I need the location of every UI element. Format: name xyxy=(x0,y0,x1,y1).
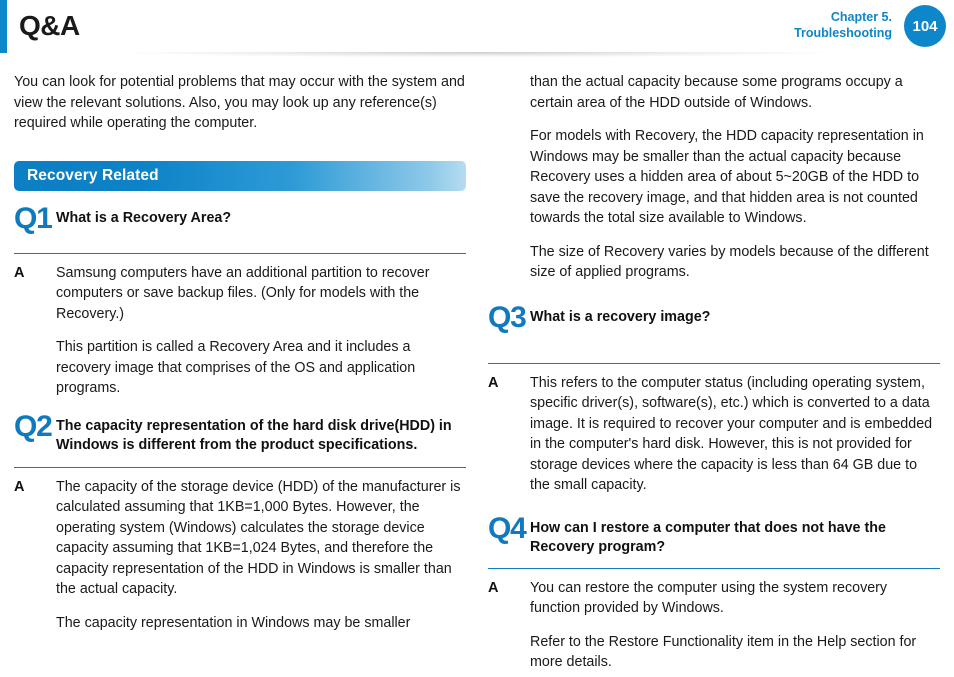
header-shadow xyxy=(7,52,947,66)
question-header: Q4 How can I restore a computer that doe… xyxy=(488,513,940,558)
answer-body: You can restore the computer using the s… xyxy=(530,578,940,673)
section-banner-recovery-related: Recovery Related xyxy=(14,160,466,191)
question-text: The capacity representation of the hard … xyxy=(56,417,452,454)
chapter-indicator: Chapter 5. Troubleshooting xyxy=(622,9,892,41)
question-header: Q3 What is a recovery image? xyxy=(488,302,940,341)
question-divider xyxy=(488,567,940,569)
qa-item: Q4 How can I restore a computer that doe… xyxy=(488,513,940,673)
page-title: Q&A xyxy=(19,10,80,41)
chapter-name: Troubleshooting xyxy=(794,26,892,40)
intro-paragraph: You can look for potential problems that… xyxy=(14,74,465,131)
answer-row: A This refers to the computer status (in… xyxy=(488,373,940,496)
right-column: than the actual capacity because some pr… xyxy=(488,72,940,673)
question-label: Q4 xyxy=(488,511,527,545)
answer-paragraph: You can restore the computer using the s… xyxy=(530,579,888,617)
chapter-number: Chapter 5. xyxy=(830,10,892,24)
answer-body: The capacity of the storage device (HDD)… xyxy=(56,477,466,634)
question-divider xyxy=(14,252,466,254)
answer-body: This refers to the computer status (incl… xyxy=(530,373,940,496)
header-accent-bar xyxy=(0,0,7,53)
continued-paragraph: The size of Recovery varies by models be… xyxy=(530,243,929,281)
answer-paragraph: This partition is called a Recovery Area… xyxy=(56,339,416,396)
question-text: How can I restore a computer that does n… xyxy=(530,519,886,556)
question-text: What is a Recovery Area? xyxy=(56,209,232,226)
left-column: You can look for potential problems that… xyxy=(14,72,466,633)
question-divider xyxy=(488,362,940,364)
answer-row: A The capacity of the storage device (HD… xyxy=(14,477,466,634)
question-label: Q3 xyxy=(488,300,527,334)
question-divider xyxy=(14,466,466,468)
answer-body: Samsung computers have an additional par… xyxy=(56,263,466,399)
question-header: Q2 The capacity representation of the ha… xyxy=(14,411,466,456)
qa-item: Q3 What is a recovery image? A This refe… xyxy=(488,302,940,496)
question-label: Q1 xyxy=(14,201,53,235)
qa-item: Q1 What is a Recovery Area? A Samsung co… xyxy=(14,203,466,399)
question-text: What is a recovery image? xyxy=(530,308,711,325)
answer-paragraph: The capacity representation in Windows m… xyxy=(56,614,411,631)
qa-item: Q2 The capacity representation of the ha… xyxy=(14,411,466,634)
answer-paragraph: Refer to the Restore Functionality item … xyxy=(530,633,917,671)
question-header: Q1 What is a Recovery Area? xyxy=(14,203,466,242)
section-banner-label: Recovery Related xyxy=(27,166,159,184)
answer-label: A xyxy=(488,579,499,596)
continued-answer-body: than the actual capacity because some pr… xyxy=(530,72,940,283)
page-content: You can look for potential problems that… xyxy=(0,72,954,677)
answer-paragraph: The capacity of the storage device (HDD)… xyxy=(56,478,461,598)
answer-paragraph: Samsung computers have an additional par… xyxy=(56,264,430,322)
answer-paragraph: This refers to the computer status (incl… xyxy=(530,374,933,494)
page-header: Q&A Chapter 5. Troubleshooting 104 xyxy=(0,0,954,53)
answer-row: A You can restore the computer using the… xyxy=(488,578,940,673)
page-number-badge: 104 xyxy=(904,5,946,47)
question-label: Q2 xyxy=(14,409,53,443)
answer-label: A xyxy=(14,478,25,495)
answer-row: A Samsung computers have an additional p… xyxy=(14,263,466,399)
answer-label: A xyxy=(488,374,499,391)
answer-label: A xyxy=(14,264,25,281)
continued-paragraph: than the actual capacity because some pr… xyxy=(530,74,903,111)
continued-paragraph: For models with Recovery, the HDD capaci… xyxy=(530,128,924,226)
continued-answer-row: than the actual capacity because some pr… xyxy=(488,72,940,283)
